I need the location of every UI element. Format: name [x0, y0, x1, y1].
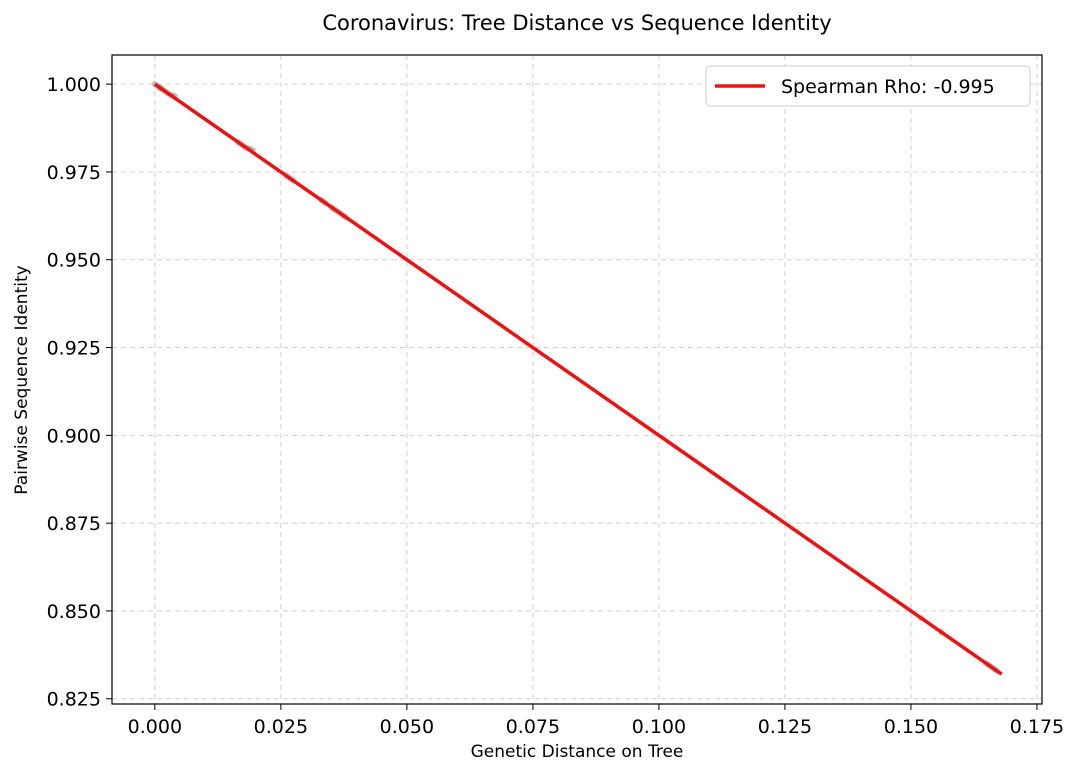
x-tick-label: 0.175: [1010, 716, 1064, 738]
y-tick-label: 0.950: [47, 250, 101, 272]
x-axis-ticks: 0.000 0.025 0.050 0.075 0.100 0.125 0.150 0.175: [128, 704, 1064, 738]
y-axis-ticks: 0.825 0.850 0.875 0.900 0.925 0.950 0.975 1.000: [47, 74, 112, 711]
y-tick-label: 0.825: [47, 689, 101, 711]
x-tick-label: 0.125: [758, 716, 812, 738]
x-tick-label: 0.075: [506, 716, 560, 738]
x-tick-label: 0.050: [380, 716, 434, 738]
x-tick-label: 0.100: [632, 716, 686, 738]
x-tick-label: 0.150: [884, 716, 938, 738]
chart-title: Coronavirus: Tree Distance vs Sequence I…: [322, 11, 831, 35]
y-tick-label: 0.925: [47, 338, 101, 360]
legend: Spearman Rho: -0.995: [705, 65, 1031, 107]
y-axis-label: Pairwise Sequence Identity: [12, 265, 32, 494]
y-tick-label: 0.875: [47, 513, 101, 535]
y-tick-label: 1.000: [47, 74, 101, 96]
legend-label: Spearman Rho: -0.995: [781, 76, 995, 98]
y-tick-label: 0.975: [47, 162, 101, 184]
legend-box: [705, 65, 1031, 107]
x-tick-label: 0.000: [128, 716, 182, 738]
series-layer: [153, 82, 1003, 676]
y-tick-label: 0.900: [47, 425, 101, 447]
fit-line: [153, 82, 1003, 676]
y-tick-label: 0.850: [47, 601, 101, 623]
x-axis-label: Genetic Distance on Tree: [471, 742, 684, 762]
plot-frame: [111, 54, 1043, 705]
x-tick-label: 0.025: [254, 716, 308, 738]
